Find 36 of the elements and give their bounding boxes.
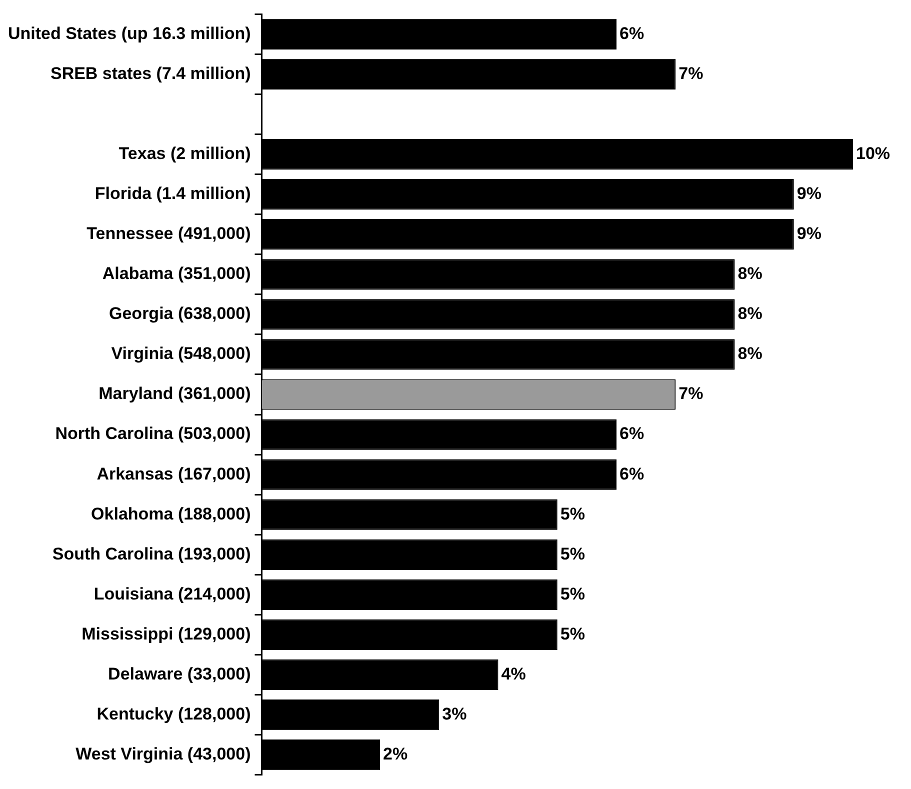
data-label: 7% <box>678 384 704 404</box>
data-label: 5% <box>560 584 585 604</box>
y-tick-label: Oklahoma (188,000) <box>91 504 251 524</box>
data-label: 6% <box>620 24 644 43</box>
y-tick-label: United States (up 16.3 million) <box>8 24 251 43</box>
data-label: 4% <box>501 664 526 684</box>
y-tick-label: West Virginia (43,000) <box>76 744 251 764</box>
data-label: 8% <box>738 304 762 324</box>
y-tick-label: Texas (2 million) <box>118 144 251 163</box>
data-label: 6% <box>620 424 644 444</box>
data-label: 8% <box>738 344 762 364</box>
y-tick-label: Maryland (361,000) <box>98 384 251 404</box>
y-tick-label: SREB states (7.4 million) <box>50 64 251 83</box>
y-tick-label: Alabama (351,000) <box>102 264 251 284</box>
y-tick-label: Virginia (548,000) <box>111 344 251 364</box>
y-tick-label: Delaware (33,000) <box>108 664 251 684</box>
data-label: 9% <box>796 184 822 204</box>
data-label: 9% <box>796 224 822 244</box>
data-label: 5% <box>560 504 585 524</box>
y-tick-label: Georgia (638,000) <box>109 304 251 324</box>
data-label: 5% <box>560 544 585 564</box>
y-tick-label: Kentucky (128,000) <box>96 704 251 724</box>
data-label: 6% <box>620 464 644 484</box>
data-label: 7% <box>678 64 704 83</box>
y-tick-label: Tennessee (491,000) <box>86 224 251 244</box>
data-label: 2% <box>383 744 408 764</box>
y-tick-label: Mississippi (129,000) <box>82 624 251 644</box>
y-tick-label: Florida (1.4 million) <box>94 184 251 204</box>
data-label: 10% <box>856 144 890 163</box>
y-tick-label: Arkansas (167,000) <box>96 464 251 484</box>
data-label: 8% <box>738 264 762 284</box>
data-label: 3% <box>442 704 467 724</box>
y-tick-label: South Carolina (193,000) <box>52 544 251 564</box>
y-tick-label: North Carolina (503,000) <box>55 424 251 444</box>
data-label: 5% <box>560 624 585 644</box>
y-tick-label: Louisiana (214,000) <box>94 584 251 604</box>
